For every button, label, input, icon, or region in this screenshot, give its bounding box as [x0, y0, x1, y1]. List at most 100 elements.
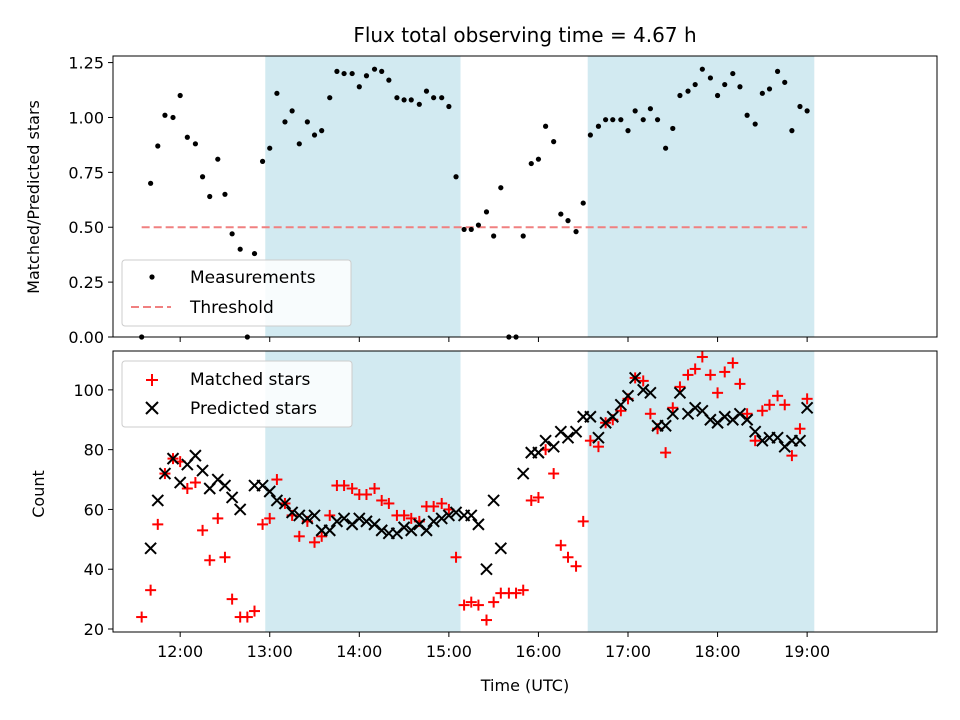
predicted-stars-point — [189, 449, 202, 462]
measurement-point — [394, 95, 400, 101]
matched-stars-point — [660, 447, 672, 459]
bottom-panel: 20 40 60 80 100 12:00 13:00 14:00 15:00 16:00 17:… — [29, 350, 938, 695]
measurement-point — [416, 101, 422, 107]
measurement-point — [663, 145, 669, 151]
y-tick-label: 60 — [84, 500, 104, 519]
measurement-point — [446, 103, 452, 110]
matched-stars-point — [293, 530, 305, 542]
measurement-point — [804, 108, 810, 114]
legend-predicted-label: Predicted stars — [190, 399, 317, 419]
matched-stars-point — [801, 393, 813, 405]
measurement-point — [766, 86, 773, 92]
matched-stars-point — [615, 405, 627, 417]
predicted-stars-point — [592, 431, 605, 444]
matched-stars-point — [592, 441, 604, 453]
measurement-point — [685, 88, 691, 94]
predicted-stars-point — [151, 494, 164, 507]
predicted-stars-point — [435, 512, 448, 525]
y-tick-label: 40 — [84, 560, 104, 579]
x-tick-label: 16:00 — [515, 642, 561, 661]
measurement-point — [647, 106, 653, 112]
matched-stars-point — [674, 381, 686, 393]
measurement-point — [730, 70, 736, 77]
measurement-point — [162, 112, 168, 118]
measurement-point — [618, 117, 624, 123]
matched-stars-point — [689, 363, 701, 375]
measurement-point — [632, 108, 638, 114]
predicted-stars-point — [472, 518, 485, 531]
predicted-stars-point — [628, 371, 642, 385]
matched-stars-point — [472, 599, 484, 611]
predicted-stars-point — [569, 425, 583, 438]
measurement-point — [759, 90, 765, 96]
matched-stars-point — [212, 512, 224, 524]
measurement-point — [565, 218, 571, 224]
measurement-point — [789, 128, 795, 134]
predicted-stars-point — [637, 383, 650, 397]
predicted-stars-point — [375, 524, 388, 537]
measurement-point — [483, 209, 490, 215]
measurement-point — [199, 174, 206, 180]
matched-stars-point — [458, 599, 470, 611]
measurement-point — [319, 128, 325, 134]
predicted-stars-point — [561, 431, 575, 444]
predicted-stars-point — [353, 512, 366, 525]
matched-stars-point — [257, 518, 269, 530]
matched-stars-point — [555, 539, 567, 551]
bottom-plot-frame — [112, 350, 938, 633]
matched-stars-point — [548, 468, 560, 480]
matched-stars-point — [271, 474, 283, 486]
x-tick-label: 12:00 — [157, 642, 203, 661]
x-tick-label: 18:00 — [695, 642, 741, 661]
predicted-stars-point — [494, 542, 508, 555]
top-shaded-regions — [265, 56, 815, 337]
matched-stars-point — [152, 518, 164, 530]
measurement-point — [468, 226, 474, 233]
bottom-y-axis-ticks: 20 40 60 80 100 — [73, 381, 113, 639]
measurement-point — [580, 200, 586, 206]
predicted-stars-point — [293, 509, 306, 522]
measurement-point — [341, 70, 347, 77]
predicted-stars-point — [644, 386, 657, 400]
predicted-stars-point — [688, 401, 702, 415]
matched-stars-point — [719, 366, 731, 378]
measurement-point — [707, 75, 714, 81]
matched-stars-point — [749, 435, 761, 447]
predicted-stars-point — [225, 491, 239, 504]
measurement-point — [699, 66, 705, 72]
predicted-stars-point — [748, 425, 762, 438]
matched-stars-point — [510, 587, 522, 599]
bottom-series-points — [136, 351, 814, 626]
measurement-point — [229, 231, 235, 237]
measurement-point — [677, 92, 683, 99]
measurement-point — [184, 134, 190, 140]
x-tick-label: 19:00 — [784, 642, 830, 661]
measurement-point — [670, 125, 676, 132]
matched-stars-point — [517, 584, 529, 596]
top-plot-frame — [112, 55, 938, 338]
matched-stars-point — [338, 480, 350, 492]
predicted-stars-point — [704, 413, 717, 426]
measurement-point — [520, 233, 526, 239]
measurement-point — [782, 79, 788, 85]
measurement-point — [737, 84, 743, 90]
predicted-stars-point — [480, 563, 493, 576]
predicted-stars-point — [144, 542, 157, 555]
predicted-stars-point — [166, 452, 180, 465]
measurement-point — [692, 81, 698, 88]
measurement-point — [334, 68, 340, 74]
matched-stars-point — [428, 500, 440, 512]
matched-stars-point — [369, 483, 381, 495]
matched-stars-point — [376, 494, 388, 506]
predicted-stars-point — [173, 476, 187, 489]
x-tick-label: 13:00 — [247, 642, 293, 661]
measurement-point — [535, 156, 542, 162]
predicted-stars-point — [233, 503, 247, 516]
matched-stars-point — [197, 524, 209, 536]
top-x-axis-ticks — [179, 337, 808, 342]
measurement-point — [423, 88, 430, 94]
measurement-point — [722, 81, 728, 88]
measurement-point — [304, 119, 310, 125]
predicted-stars-point — [196, 464, 209, 477]
measurement-point — [259, 158, 266, 164]
